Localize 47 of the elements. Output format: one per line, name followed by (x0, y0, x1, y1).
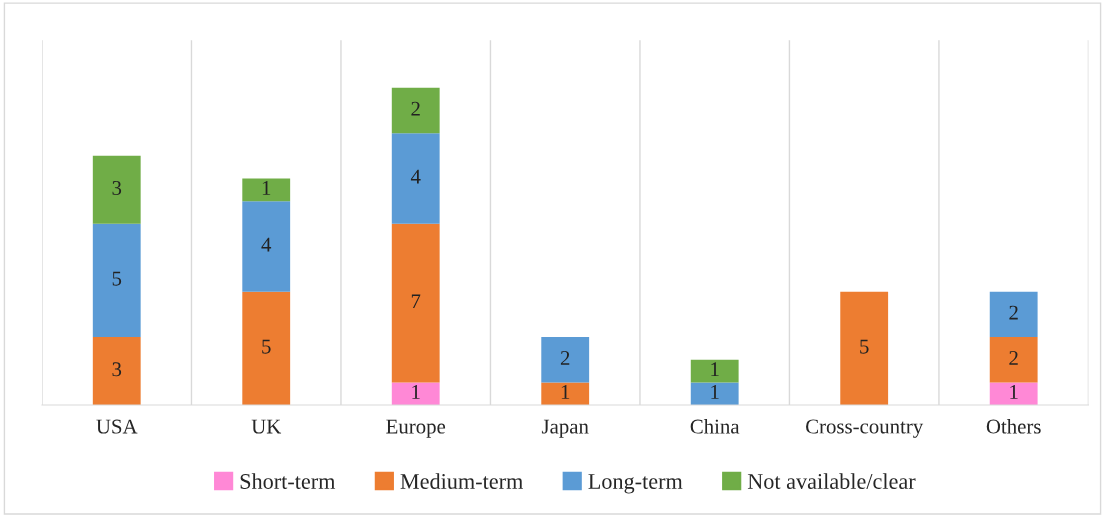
legend-label: Not available/clear (747, 473, 916, 489)
data-label: 1 (412, 384, 420, 399)
bar (92, 223, 141, 338)
data-label: 1 (262, 181, 271, 195)
bar (391, 223, 440, 383)
bar (690, 359, 739, 383)
data-label: 2 (411, 101, 420, 116)
data-label: 1 (1010, 384, 1018, 399)
x-tick-label: UK (251, 419, 282, 434)
legend-label: Short-term (240, 473, 336, 489)
data-label: 1 (711, 362, 719, 377)
data-label: 3 (112, 181, 122, 196)
x-tick-label: Japan (541, 419, 589, 438)
x-tick-label: Cross-country (806, 419, 924, 438)
data-label: 2 (1009, 350, 1018, 365)
data-label: 3 (112, 362, 122, 377)
bar (541, 337, 590, 383)
x-tick-label: Others (986, 418, 1041, 434)
data-label: 7 (411, 294, 421, 309)
x-tick-label: USA (96, 419, 138, 434)
bar (391, 87, 440, 134)
bar (391, 382, 440, 406)
bar (541, 382, 590, 406)
legend-label: Medium-term (400, 473, 523, 489)
bar (242, 291, 291, 406)
data-label: 5 (262, 339, 271, 354)
bar (690, 382, 739, 406)
data-label: 5 (860, 339, 869, 354)
data-label: 4 (410, 169, 421, 184)
bar (989, 291, 1038, 338)
bar (391, 133, 440, 224)
data-label: 1 (711, 384, 719, 399)
bar (242, 201, 291, 292)
x-tick-label: Europe (386, 419, 446, 438)
bar (989, 337, 1038, 383)
legend-label: Long-term (588, 474, 683, 494)
bar (92, 155, 141, 224)
x-tick-label: China (690, 418, 740, 434)
data-label: 4 (261, 237, 272, 252)
data-label: 2 (1009, 305, 1018, 320)
bar (989, 382, 1038, 406)
bar (840, 291, 889, 406)
data-label: 2 (560, 350, 570, 365)
bar (92, 337, 141, 406)
data-label: 5 (112, 271, 122, 286)
data-label: 1 (561, 384, 570, 399)
bar (242, 178, 291, 202)
